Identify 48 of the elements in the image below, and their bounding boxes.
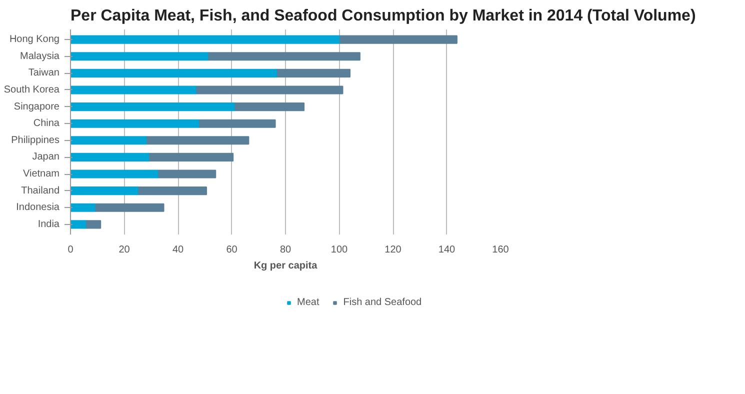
x-tick-label: 160 [492, 244, 510, 256]
bar [70, 152, 150, 162]
bar [70, 119, 200, 128]
y-tick-label: South Korea [4, 84, 60, 96]
y-tick-label: Taiwan [28, 68, 60, 79]
y-tick-label: Thailand [21, 185, 60, 196]
y-tick-label: Hong Kong [9, 34, 60, 46]
bar [70, 170, 160, 178]
x-tick-label: 100 [330, 244, 348, 256]
y-tick-label: Singapore [14, 101, 60, 112]
y-tick-label: Philippines [11, 134, 60, 146]
y-tick-label: Japan [32, 152, 60, 163]
bar [86, 220, 102, 229]
legend-label: Meat [297, 297, 320, 308]
bar [70, 203, 96, 212]
bar [70, 86, 198, 94]
bar [70, 186, 140, 196]
legend-label: Fish and Seafood [343, 297, 422, 308]
y-tick-label: Malaysia [20, 50, 60, 62]
bar [208, 52, 360, 61]
bar [138, 186, 207, 196]
bar [70, 102, 236, 112]
bar [70, 136, 148, 145]
x-tick-label: 60 [226, 244, 238, 256]
x-tick-label: 0 [68, 244, 74, 256]
bar [70, 35, 341, 44]
bar [149, 152, 234, 162]
bar [276, 68, 350, 78]
bar [70, 52, 210, 61]
x-tick-label: 40 [172, 244, 184, 256]
x-tick-label: 20 [118, 244, 130, 256]
bar [196, 86, 344, 94]
bar [199, 119, 276, 128]
y-tick-label: Indonesia [16, 202, 60, 214]
bar [234, 102, 305, 112]
bar [340, 35, 458, 44]
y-tick-label: Vietnam [22, 168, 60, 180]
bar [158, 170, 216, 178]
bar [146, 136, 250, 145]
bar [70, 68, 278, 78]
y-tick-label: China [33, 118, 60, 130]
chart-title: Per Capita Meat, Fish, and Seafood Consumption by Market in 2014 (Total Volume) [70, 8, 696, 24]
y-tick-label: India [38, 218, 60, 230]
x-axis-title: Kg per capita [254, 260, 318, 272]
x-tick-label: 80 [280, 244, 292, 256]
bar [95, 203, 164, 212]
x-tick-label: 140 [438, 244, 456, 256]
x-tick-label: 120 [384, 244, 402, 256]
